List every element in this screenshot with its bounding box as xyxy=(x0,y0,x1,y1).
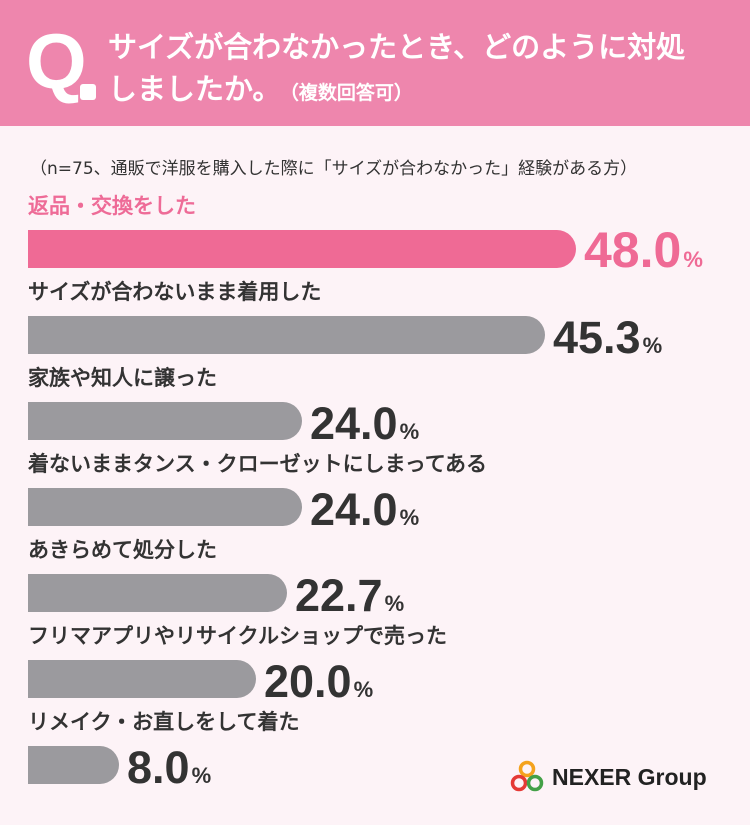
value-number: 45.3 xyxy=(553,312,641,363)
question-note: （複数回答可） xyxy=(289,82,413,104)
question-line1: サイズが合わなかったとき、どのように対処 xyxy=(108,30,686,64)
bar xyxy=(28,488,302,526)
percent-sign: % xyxy=(384,591,405,616)
question-header: Q サイズが合わなかったとき、どのように対処 しましたか。 （複数回答可） xyxy=(0,0,750,126)
bar xyxy=(28,746,119,784)
category-label: サイズが合わないまま着用した xyxy=(28,280,322,304)
sample-note: （n=75、通販で洋服を購入した際に「サイズが合わなかった」経験がある方） xyxy=(30,159,638,179)
percent-sign: % xyxy=(399,505,420,530)
category-label: あきらめて処分した xyxy=(28,538,217,562)
value-label: 45.3% xyxy=(553,315,662,360)
q-dot xyxy=(80,84,96,100)
logo-text: NEXER Group xyxy=(552,763,707,790)
value-label: 24.0% xyxy=(310,487,419,532)
bar xyxy=(28,402,302,440)
value-number: 22.7 xyxy=(295,570,383,621)
nexer-logo: NEXER Group xyxy=(510,760,707,794)
bar xyxy=(28,316,545,354)
value-number: 20.0 xyxy=(264,656,352,707)
nexer-logo-icon xyxy=(510,760,544,792)
percent-sign: % xyxy=(642,333,663,358)
value-label: 24.0% xyxy=(310,401,419,446)
value-label: 22.7% xyxy=(295,573,404,618)
value-number: 48.0 xyxy=(584,222,682,278)
question-line2-text: しましたか。 xyxy=(108,72,282,106)
category-label: 着ないままタンス・クローゼットにしまってある xyxy=(28,452,488,476)
value-label: 48.0% xyxy=(584,225,703,275)
value-number: 8.0 xyxy=(127,742,190,793)
category-label: リメイク・お直しをして着た xyxy=(28,710,300,734)
category-label: 返品・交換をした xyxy=(28,194,196,218)
value-number: 24.0 xyxy=(310,398,398,449)
percent-sign: % xyxy=(353,677,374,702)
value-number: 24.0 xyxy=(310,484,398,535)
q-letter: Q xyxy=(26,17,87,105)
percent-sign: % xyxy=(191,763,212,788)
bar xyxy=(28,574,287,612)
percent-sign: % xyxy=(683,247,703,272)
value-label: 20.0% xyxy=(264,659,373,704)
category-label: 家族や知人に譲った xyxy=(28,366,217,390)
percent-sign: % xyxy=(399,419,420,444)
bar xyxy=(28,230,576,268)
category-label: フリマアプリやリサイクルショップで売った xyxy=(28,624,447,648)
value-label: 8.0% xyxy=(127,745,211,790)
question-line2: しましたか。 （複数回答可） xyxy=(108,66,413,108)
bar xyxy=(28,660,256,698)
